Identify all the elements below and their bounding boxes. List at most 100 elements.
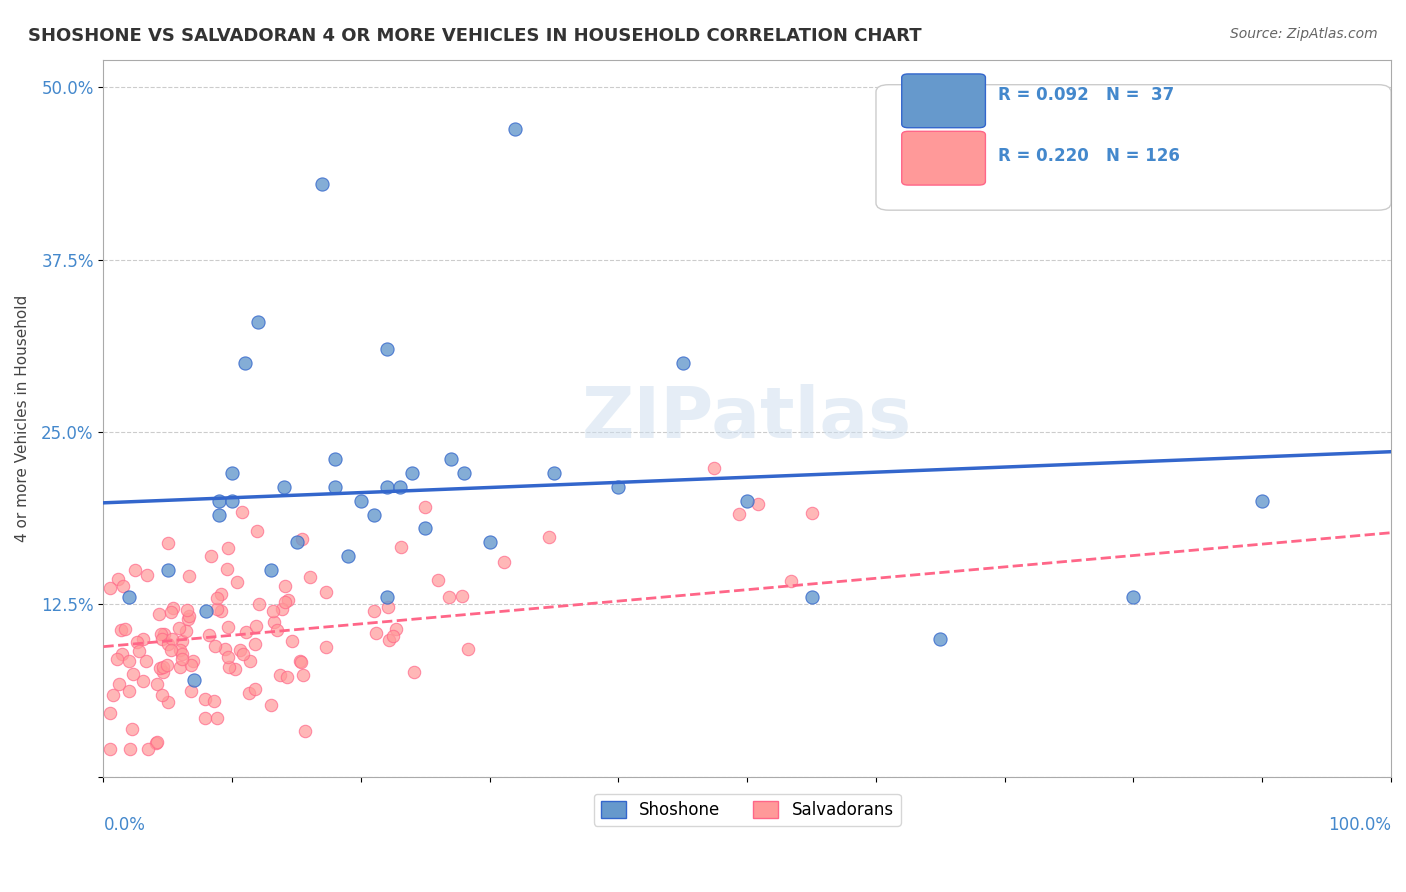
Point bbox=[363, 604, 385, 618]
Point bbox=[281, 634, 304, 648]
Point bbox=[98, 706, 121, 720]
Point bbox=[375, 342, 398, 356]
Point bbox=[207, 711, 229, 725]
Point bbox=[167, 621, 190, 635]
Point bbox=[404, 665, 426, 679]
Point bbox=[98, 742, 121, 756]
Point bbox=[288, 654, 311, 668]
Point bbox=[146, 735, 169, 749]
Point bbox=[217, 541, 239, 556]
Point bbox=[375, 591, 398, 605]
Point bbox=[427, 574, 450, 588]
Point bbox=[415, 521, 437, 535]
Point bbox=[157, 695, 180, 709]
Point bbox=[262, 604, 284, 618]
Point bbox=[224, 662, 246, 676]
FancyBboxPatch shape bbox=[901, 131, 986, 185]
Point bbox=[266, 623, 288, 637]
Point bbox=[270, 602, 292, 616]
Point bbox=[243, 637, 266, 651]
Point bbox=[148, 607, 170, 622]
Point bbox=[202, 694, 225, 708]
Point bbox=[197, 627, 219, 641]
Point bbox=[246, 524, 269, 538]
Point bbox=[440, 452, 463, 467]
Point bbox=[239, 654, 262, 668]
Point bbox=[170, 634, 193, 648]
Point bbox=[226, 575, 249, 590]
Text: 0.0%: 0.0% bbox=[104, 816, 145, 834]
Point bbox=[179, 608, 201, 623]
Point bbox=[136, 742, 159, 756]
Point bbox=[204, 639, 226, 653]
Text: 100.0%: 100.0% bbox=[1329, 816, 1391, 834]
Text: SHOSHONE VS SALVADORAN 4 OR MORE VEHICLES IN HOUSEHOLD CORRELATION CHART: SHOSHONE VS SALVADORAN 4 OR MORE VEHICLE… bbox=[28, 27, 922, 45]
Point bbox=[194, 691, 217, 706]
Point bbox=[439, 590, 461, 604]
Point bbox=[245, 618, 267, 632]
Point bbox=[232, 647, 254, 661]
Point bbox=[150, 627, 173, 641]
Point bbox=[323, 480, 346, 494]
Point bbox=[231, 506, 253, 520]
Point bbox=[110, 624, 132, 638]
Point bbox=[160, 632, 183, 647]
Point bbox=[205, 591, 228, 606]
Legend: Shoshone, Salvadorans: Shoshone, Salvadorans bbox=[593, 794, 901, 826]
Point bbox=[150, 688, 173, 702]
Point bbox=[260, 563, 283, 577]
Point bbox=[118, 654, 141, 668]
Point bbox=[181, 654, 204, 668]
Point bbox=[672, 356, 695, 370]
Point bbox=[315, 640, 337, 655]
Point bbox=[291, 667, 314, 681]
Point bbox=[233, 356, 256, 370]
Point bbox=[180, 658, 202, 673]
Point bbox=[337, 549, 360, 563]
Point bbox=[162, 601, 184, 615]
Point bbox=[125, 634, 148, 648]
Point bbox=[294, 723, 316, 738]
Point bbox=[363, 508, 385, 522]
Point bbox=[478, 535, 501, 549]
Point bbox=[132, 673, 155, 688]
Point bbox=[152, 660, 174, 674]
Point bbox=[209, 587, 232, 601]
Point bbox=[145, 736, 167, 750]
Point bbox=[156, 563, 179, 577]
Point bbox=[107, 572, 129, 586]
Point bbox=[152, 665, 174, 679]
Point bbox=[543, 467, 565, 481]
Point bbox=[377, 599, 399, 614]
FancyBboxPatch shape bbox=[876, 85, 1391, 211]
Point bbox=[607, 480, 630, 494]
Point bbox=[451, 589, 474, 603]
Point bbox=[311, 177, 333, 191]
Point bbox=[235, 624, 257, 639]
Point bbox=[208, 493, 231, 508]
Point bbox=[276, 670, 298, 684]
Point bbox=[800, 506, 823, 520]
Point bbox=[389, 541, 412, 555]
Point bbox=[260, 698, 283, 713]
Point bbox=[401, 467, 423, 481]
Text: ZIPatlas: ZIPatlas bbox=[582, 384, 912, 452]
Point bbox=[929, 632, 952, 646]
Point bbox=[538, 530, 561, 544]
Point bbox=[366, 626, 388, 640]
Point bbox=[146, 677, 169, 691]
Point bbox=[217, 562, 239, 576]
Point bbox=[118, 591, 141, 605]
Point bbox=[378, 633, 401, 648]
Point bbox=[1122, 591, 1144, 605]
Text: R = 0.092   N =  37: R = 0.092 N = 37 bbox=[998, 87, 1174, 104]
Point bbox=[156, 657, 179, 672]
Point bbox=[208, 508, 231, 522]
Point bbox=[214, 641, 236, 656]
Point bbox=[180, 684, 202, 698]
Point bbox=[152, 632, 174, 646]
Point bbox=[238, 686, 260, 700]
Point bbox=[120, 742, 142, 756]
Point bbox=[492, 555, 515, 569]
Point bbox=[385, 622, 408, 636]
